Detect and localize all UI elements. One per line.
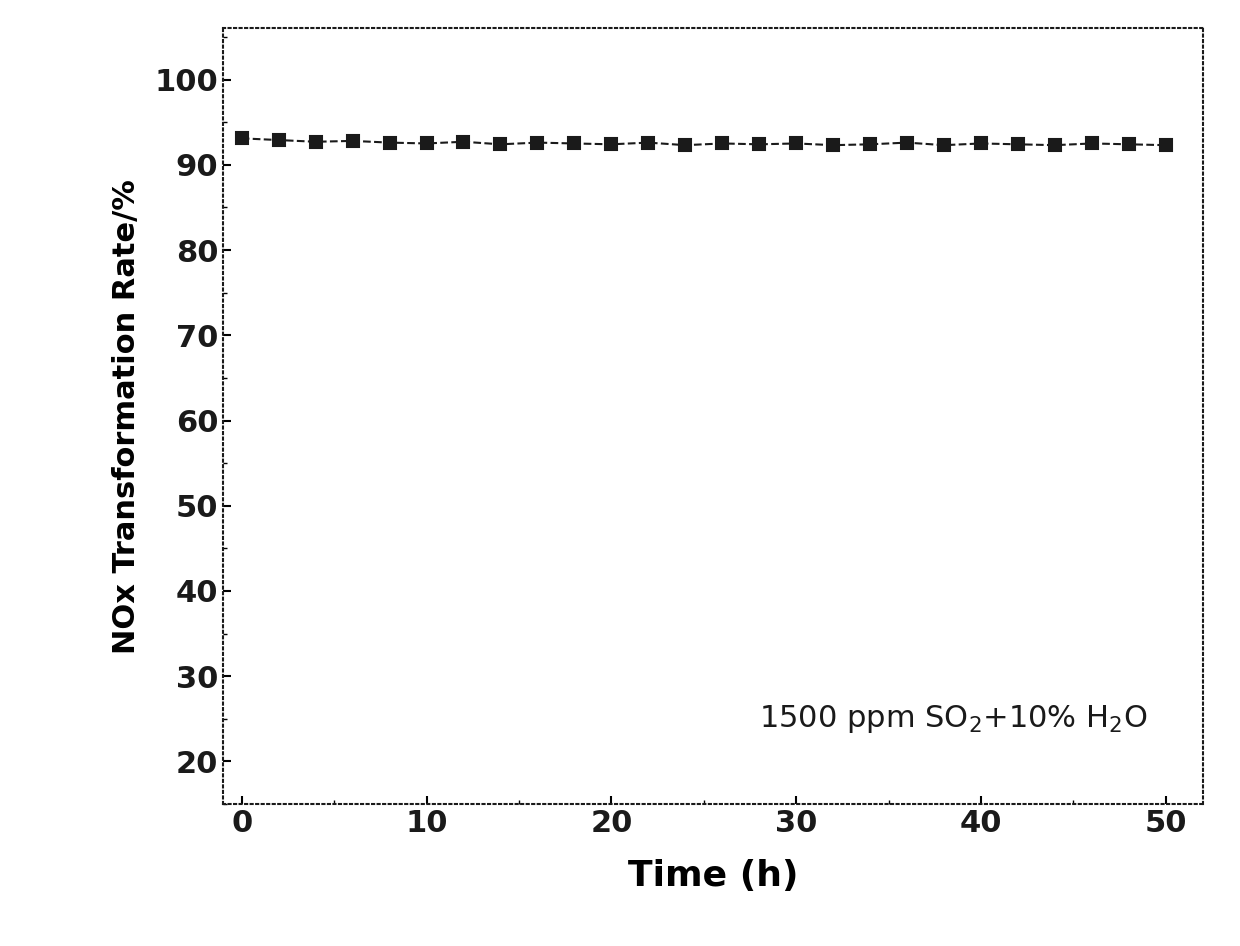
X-axis label: Time (h): Time (h)	[627, 859, 799, 893]
Text: 1500 ppm SO$_2$+10% H$_2$O: 1500 ppm SO$_2$+10% H$_2$O	[759, 704, 1148, 735]
Y-axis label: NOx Transformation Rate/%: NOx Transformation Rate/%	[112, 179, 140, 654]
